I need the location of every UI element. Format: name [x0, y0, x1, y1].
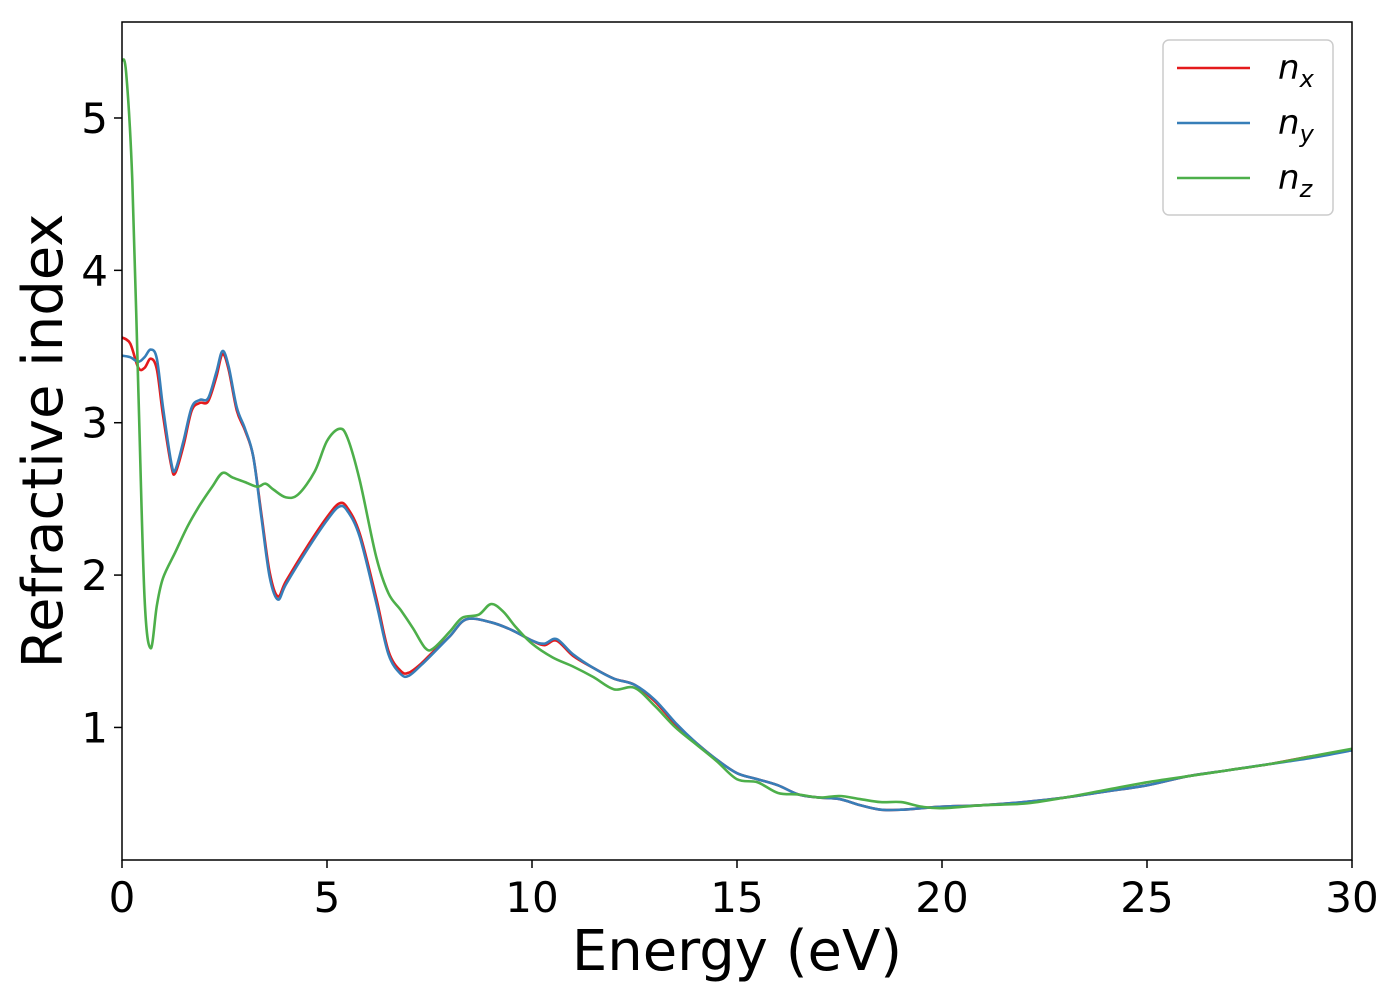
series-line-z — [122, 58, 1352, 810]
series-line-y — [122, 348, 1352, 812]
legend-label-y: ny — [1278, 103, 1315, 148]
legend: nx ny nz — [1162, 39, 1334, 216]
y-axis-ticks: 1 2 3 4 5 — [81, 94, 122, 752]
legend-label-x: nx — [1278, 48, 1315, 93]
y-tick-label: 3 — [81, 399, 108, 448]
y-tick-label: 4 — [81, 246, 108, 295]
y-tick-label: 1 — [81, 703, 108, 752]
x-tick-label: 20 — [915, 873, 968, 922]
legend-label-z: nz — [1278, 158, 1314, 203]
series-layer — [122, 58, 1352, 812]
x-axis-ticks: 0 5 10 15 20 25 30 — [109, 860, 1379, 922]
series-line-x — [122, 336, 1352, 812]
x-tick-label: 5 — [314, 873, 341, 922]
y-tick-label: 5 — [81, 94, 108, 143]
x-tick-label: 25 — [1120, 873, 1173, 922]
x-tick-label: 0 — [109, 873, 136, 922]
legend-box — [1162, 39, 1334, 216]
x-tick-label: 30 — [1325, 873, 1378, 922]
x-axis-title: Energy (eV) — [572, 919, 902, 984]
y-axis-title: Refractive index — [11, 214, 76, 669]
x-tick-label: 10 — [505, 873, 558, 922]
y-tick-label: 2 — [81, 551, 108, 600]
x-tick-label: 15 — [710, 873, 763, 922]
